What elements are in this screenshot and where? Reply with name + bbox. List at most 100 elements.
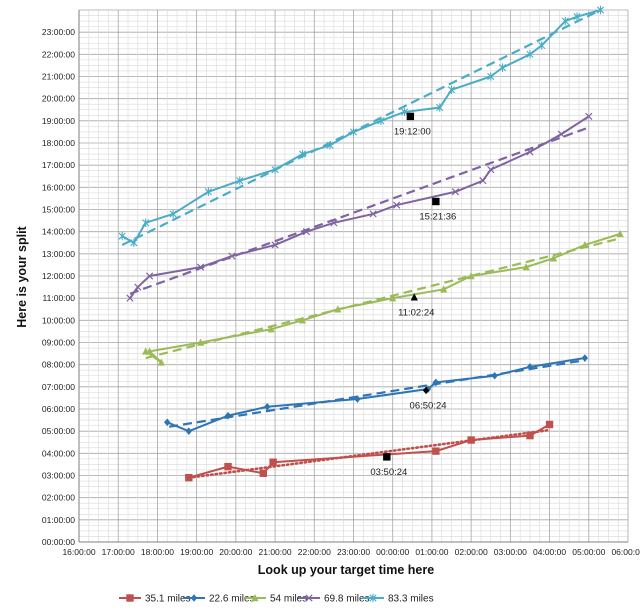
y-tick-label: 14:00:00 [42,227,75,237]
x-tick-label: 06:00:00 [611,547,640,557]
data-point [487,72,495,81]
data-point [526,431,534,440]
series-lines [118,5,624,482]
annotation-label: 06:50:24 [410,400,447,411]
x-tick-label: 02:00:00 [455,547,488,557]
data-point [269,458,277,466]
data-point [185,474,193,482]
data-point [522,263,530,271]
annotation-marker [406,112,415,121]
data-point [185,427,192,435]
legend-swatch-marker [190,594,198,602]
data-point [467,272,475,280]
data-point [557,130,565,138]
legend-swatch-marker [251,594,259,602]
data-point [271,165,279,174]
annotation-label: 15:21:36 [419,212,456,223]
y-tick-label: 15:00:00 [42,205,75,215]
y-tick-label: 12:00:00 [42,271,75,281]
y-tick-label: 22:00:00 [42,49,75,59]
data-point [432,447,440,455]
data-point [585,112,593,121]
data-point [581,240,589,249]
data-point [157,358,165,366]
data-point [393,201,401,209]
x-tick-label: 19:00:00 [180,547,213,557]
annotation-marker [410,293,418,301]
annotation-label: 11:02:24 [398,307,434,318]
data-point [369,210,377,218]
data-point [224,411,232,420]
data-point [432,378,440,387]
x-tick-label: 18:00:00 [141,547,174,557]
y-tick-label: 20:00:00 [42,94,75,104]
data-point [259,469,268,477]
data-point [549,254,558,262]
data-point [298,149,307,159]
data-point [145,272,154,280]
y-tick-label: 07:00:00 [42,382,75,392]
annotation-marker [432,197,440,206]
data-point [264,402,271,411]
data-point [204,187,212,196]
data-point [451,188,460,196]
axes: 00:00:00 01:00:00 02:00:00 03:00:00 04:00:00… [42,10,640,557]
x-tick-label: 16:00:00 [62,547,95,557]
data-point [498,63,507,72]
trendline [121,9,602,246]
y-tick-label: 13:00:00 [42,249,75,259]
x-tick-label: 22:00:00 [298,547,331,557]
y-tick-label: 02:00:00 [42,493,75,503]
data-point [118,231,126,241]
x-tick-label: 03:00:00 [494,547,527,557]
x-tick-label: 23:00:00 [337,547,370,557]
x-tick-label: 17:00:00 [102,547,135,557]
data-point [196,338,205,346]
annotation-marker [422,386,430,395]
annotation-marker [383,453,391,461]
y-tick-label: 10:00:00 [42,315,75,325]
y-tick-label: 18:00:00 [42,138,75,148]
data-point [616,229,624,238]
x-tick-label: 00:00:00 [376,547,409,557]
legend-swatch-marker [369,593,377,603]
y-tick-label: 05:00:00 [42,426,75,436]
y-axis-title: Here is your split [15,225,29,327]
y-tick-label: 19:00:00 [42,116,75,126]
legend-label: 69.8 miles [324,594,370,605]
series-line [188,423,551,479]
y-tick-label: 21:00:00 [42,72,75,82]
annotation-label: 03:50:24 [370,467,407,478]
data-point [436,103,444,112]
data-point [573,12,581,21]
data-point [142,218,150,227]
legend-swatch-marker [126,594,134,602]
data-point [467,436,475,444]
data-point [440,285,448,293]
data-point [298,316,307,324]
data-point [330,219,338,227]
trendline [129,126,590,295]
series-line [166,357,586,433]
annotations: 19:12:00 15:21:36 11:02:24 06:50:24 03:50:24 [370,112,456,478]
data-point [447,85,456,94]
data-point [326,141,334,150]
data-point [545,420,554,429]
series-line [129,115,590,299]
y-tick-label: 06:00:00 [42,404,75,414]
data-point [491,371,498,380]
y-tick-label: 11:00:00 [43,293,76,303]
y-tick-label: 08:00:00 [42,360,75,370]
x-tick-label: 04:00:00 [533,547,566,557]
data-point [561,16,569,26]
y-tick-label: 23:00:00 [42,27,75,37]
data-point [134,283,142,291]
y-tick-label: 00:00:00 [42,537,75,547]
data-point [334,305,342,313]
data-point [271,241,279,249]
x-tick-label: 21:00:00 [259,547,292,557]
data-point [526,363,534,371]
y-tick-label: 04:00:00 [42,448,75,458]
y-tick-label: 09:00:00 [42,338,75,348]
